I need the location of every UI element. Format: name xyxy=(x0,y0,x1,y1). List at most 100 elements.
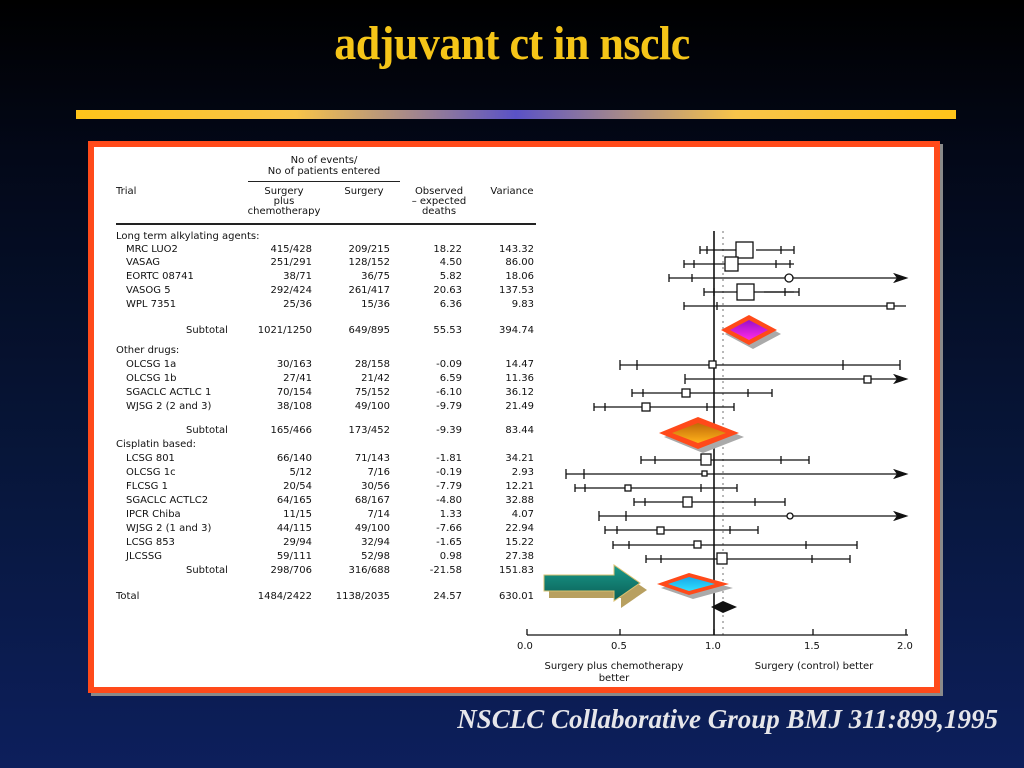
citation: NSCLC Collaborative Group BMJ 311:899,19… xyxy=(457,704,998,734)
group-label-text: Other drugs: xyxy=(116,345,180,356)
cell-s: 209/215 xyxy=(348,244,390,255)
group-label-text: Cisplatin based: xyxy=(116,439,196,450)
header-surgery: Surgery xyxy=(344,186,384,197)
header-text: deaths xyxy=(421,206,457,217)
cell-s: 49/100 xyxy=(354,523,390,534)
cell-oe: 18.22 xyxy=(433,244,462,255)
cell-var: 32.88 xyxy=(505,495,534,506)
trial-name: SGACLC ACTLC2 xyxy=(126,495,209,506)
trial-name: WJSG 2 (1 and 3) xyxy=(126,523,212,534)
cell-var: 83.44 xyxy=(505,425,534,436)
cell-sc: 30/163 xyxy=(276,359,312,370)
title-underline-bar xyxy=(76,110,956,119)
cell-var: 9.83 xyxy=(511,299,534,310)
cell-var: 151.83 xyxy=(499,565,534,576)
trial-name: JLCSSG xyxy=(126,551,162,562)
cell-var: 22.94 xyxy=(505,523,534,534)
cell-var: 15.22 xyxy=(505,537,534,548)
cell-sc: 29/94 xyxy=(283,537,312,548)
events-header-line1: No of events/ xyxy=(290,155,358,166)
cell-oe: -9.39 xyxy=(436,425,462,436)
cell-s: 128/152 xyxy=(348,257,390,268)
cell-sc: 38/71 xyxy=(283,271,312,282)
cell-oe: -6.10 xyxy=(436,387,462,398)
cell-sc: 38/108 xyxy=(276,401,312,412)
events-header-line2: No of patients entered xyxy=(267,166,381,177)
cell-oe: -7.66 xyxy=(436,523,462,534)
cell-sc: 66/140 xyxy=(276,453,312,464)
cell-sc: 27/41 xyxy=(283,373,312,384)
cell-sc: 292/424 xyxy=(270,285,312,296)
trial-name: IPCR Chiba xyxy=(126,509,181,520)
x-axis xyxy=(526,629,908,636)
header-trial: Trial xyxy=(116,186,137,197)
cell-var: 86.00 xyxy=(505,257,534,268)
trial-name: WPL 7351 xyxy=(126,299,177,310)
tick-label: 2.0 xyxy=(897,641,913,652)
cell-oe: -9.79 xyxy=(436,401,462,412)
cell-oe: 6.59 xyxy=(439,373,462,384)
forest-plot xyxy=(526,231,909,636)
trial-name: VASAG xyxy=(126,257,160,268)
cell-sc: 415/428 xyxy=(270,244,312,255)
cell-s: 68/167 xyxy=(354,495,390,506)
cell-s: 71/143 xyxy=(354,453,390,464)
cell-oe: -1.81 xyxy=(436,453,462,464)
cell-s: 316/688 xyxy=(348,565,390,576)
cell-var: 143.32 xyxy=(499,244,534,255)
subtotal-diamond-other xyxy=(659,417,744,453)
cell-oe: 1.33 xyxy=(439,509,462,520)
trial-name: VASOG 5 xyxy=(126,285,171,296)
cell-oe: 24.57 xyxy=(433,591,462,602)
slide-title: adjuvant ct in nsclc xyxy=(334,17,690,70)
trial-name: LCSG 801 xyxy=(126,453,175,464)
cell-oe: -1.65 xyxy=(436,537,462,548)
x-label-left: Surgery plus chemotherapy better xyxy=(544,661,684,684)
cell-sc: 20/54 xyxy=(283,481,312,492)
cell-s: 261/417 xyxy=(348,285,390,296)
cell-var: 27.38 xyxy=(505,551,534,562)
cell-sc: 11/15 xyxy=(283,509,312,520)
x-label-right: Surgery (control) better xyxy=(754,661,874,672)
cell-sc: 25/36 xyxy=(283,299,312,310)
cell-s: 649/895 xyxy=(348,325,390,336)
cell-sc: 1021/1250 xyxy=(257,325,312,336)
cell-sc: 298/706 xyxy=(270,565,312,576)
cell-oe: 6.36 xyxy=(439,299,462,310)
subtotal-label: Subtotal xyxy=(186,565,228,576)
cell-s: 75/152 xyxy=(354,387,390,398)
cell-var: 36.12 xyxy=(505,387,534,398)
trial-name: OLCSG 1b xyxy=(126,373,177,384)
cell-var: 12.21 xyxy=(505,481,534,492)
cell-sc: 5/12 xyxy=(289,467,312,478)
events-header: No of events/ No of patients entered xyxy=(254,155,394,177)
trial-name: WJSG 2 (2 and 3) xyxy=(126,401,212,412)
header-text: plus xyxy=(273,196,295,207)
study-ci-lines xyxy=(565,241,909,565)
cell-s: 173/452 xyxy=(348,425,390,436)
cell-oe: 55.53 xyxy=(433,325,462,336)
header-text: chemotherapy xyxy=(247,206,321,217)
cell-s: 36/75 xyxy=(361,271,390,282)
subtotal-label: Subtotal xyxy=(186,425,228,436)
tick-label: 1.5 xyxy=(804,641,820,652)
cell-sc: 251/291 xyxy=(270,257,312,268)
trial-name: EORTC 08741 xyxy=(126,271,194,282)
header-observed-expected: Observed – expected deaths xyxy=(404,187,474,217)
cell-s: 7/14 xyxy=(367,509,390,520)
cell-sc: 64/165 xyxy=(276,495,312,506)
header-rule xyxy=(116,223,536,225)
figure-panel: No of events/ No of patients entered Tri… xyxy=(94,147,934,687)
cell-var: 630.01 xyxy=(499,591,534,602)
cell-oe: -7.79 xyxy=(436,481,462,492)
trial-name: SGACLC ACTLC 1 xyxy=(126,387,212,398)
header-text: – expected xyxy=(411,196,467,207)
trial-name: MRC LUO2 xyxy=(126,244,178,255)
group-label-text: Long term alkylating agents: xyxy=(116,231,260,242)
cell-sc: 70/154 xyxy=(276,387,312,398)
trial-name: OLCSG 1c xyxy=(126,467,176,478)
header-variance: Variance xyxy=(490,186,534,197)
cell-var: 137.53 xyxy=(499,285,534,296)
cell-oe: 4.50 xyxy=(439,257,462,268)
tick-label: 0.5 xyxy=(611,641,627,652)
